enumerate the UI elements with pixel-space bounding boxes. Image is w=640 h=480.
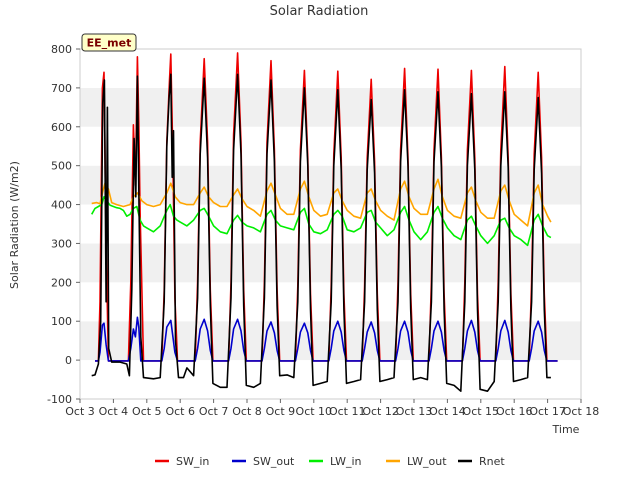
legend-label: LW_out	[407, 455, 447, 468]
y-tick-label: 0	[65, 354, 72, 367]
chart-title: Solar Radiation	[270, 4, 369, 19]
series-lines	[91, 52, 558, 392]
x-tick-label: Oct 12	[362, 405, 399, 418]
grid-band	[80, 165, 581, 205]
x-tick-label: Oct 7	[199, 405, 229, 418]
x-tick-label: Oct 13	[396, 405, 433, 418]
y-tick-label: -100	[47, 393, 72, 406]
x-tick-label: Oct 18	[563, 405, 600, 418]
series-line-lw-in	[91, 196, 552, 247]
x-tick-label: Oct 10	[296, 405, 333, 418]
grid-band	[80, 243, 581, 283]
series-line-sw-out	[95, 316, 558, 362]
x-tick-label: Oct 17	[529, 405, 566, 418]
x-axis-label: Time	[552, 423, 580, 436]
x-tick-label: Oct 8	[232, 405, 262, 418]
grid-band	[80, 126, 581, 166]
plot-area-frame	[79, 48, 582, 400]
legend-label: LW_in	[330, 455, 362, 468]
y-axis-ticks: -100 0 100 200 300 400 500 600 700 800	[47, 43, 80, 406]
x-tick-label: Oct 4	[99, 405, 129, 418]
x-tick-label: Oct 11	[329, 405, 366, 418]
y-tick-label: 200	[51, 276, 72, 289]
y-tick-label: 600	[51, 121, 72, 134]
legend-label: SW_in	[176, 455, 209, 468]
legend-label: SW_out	[253, 455, 295, 468]
grid-band	[80, 87, 581, 127]
y-tick-label: 500	[51, 160, 72, 173]
grid-band	[80, 49, 581, 88]
y-tick-label: 100	[51, 315, 72, 328]
y-tick-label: 700	[51, 82, 72, 95]
x-tick-label: Oct 15	[463, 405, 500, 418]
x-tick-label: Oct 5	[132, 405, 162, 418]
y-axis-label: Solar Radiation (W/m2)	[8, 161, 21, 289]
station-label-box: EE_met	[81, 33, 137, 52]
legend: SW_in SW_out LW_in LW_out Rnet	[155, 455, 505, 468]
x-tick-label: Oct 16	[496, 405, 533, 418]
x-tick-label: Oct 9	[266, 405, 296, 418]
x-tick-label: Oct 6	[165, 405, 195, 418]
legend-label: Rnet	[479, 455, 505, 468]
series-line-lw-out	[91, 178, 552, 227]
x-tick-label: Oct 3	[65, 405, 95, 418]
y-tick-label: 300	[51, 237, 72, 250]
station-label: EE_met	[87, 37, 132, 50]
x-axis-ticks: Oct 3 Oct 4 Oct 5 Oct 6 Oct 7 Oct 8 Oct 9 Oct 1…	[65, 399, 599, 418]
grid-band	[80, 360, 581, 399]
x-tick-label: Oct 14	[429, 405, 466, 418]
y-tick-label: 800	[51, 43, 72, 56]
y-tick-label: 400	[51, 199, 72, 212]
series-line-rnet	[91, 73, 551, 392]
